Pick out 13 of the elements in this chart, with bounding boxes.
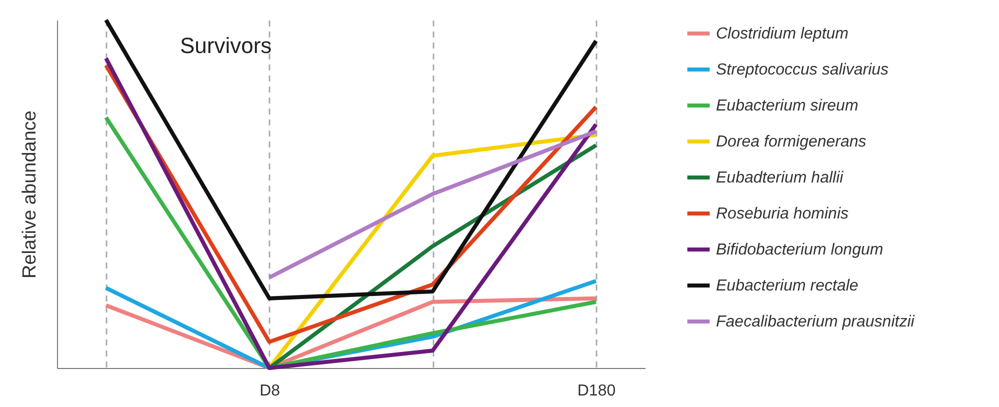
x-tick-label: D180 bbox=[577, 382, 616, 400]
legend-label: Streptococcus salivarius bbox=[716, 62, 889, 78]
text: Survivors bbox=[180, 33, 272, 58]
legend-label: Bifidobacterium longum bbox=[716, 242, 884, 258]
legend-label: Roseburia hominis bbox=[716, 206, 849, 222]
y-axis-title: Relative abundance bbox=[20, 110, 40, 278]
legend-label: Eubacterium sireum bbox=[716, 98, 858, 114]
x-tick-label: D8 bbox=[260, 382, 280, 400]
legend-label: Eubadterium hallii bbox=[716, 170, 844, 186]
legend-label: Dorea formigenerans bbox=[716, 134, 866, 150]
legend-label: Faecalibacterium prausnitzii bbox=[716, 314, 915, 330]
legend-label: Clostridium leptum bbox=[716, 26, 848, 42]
legend-label: Eubacterium rectale bbox=[716, 278, 858, 294]
